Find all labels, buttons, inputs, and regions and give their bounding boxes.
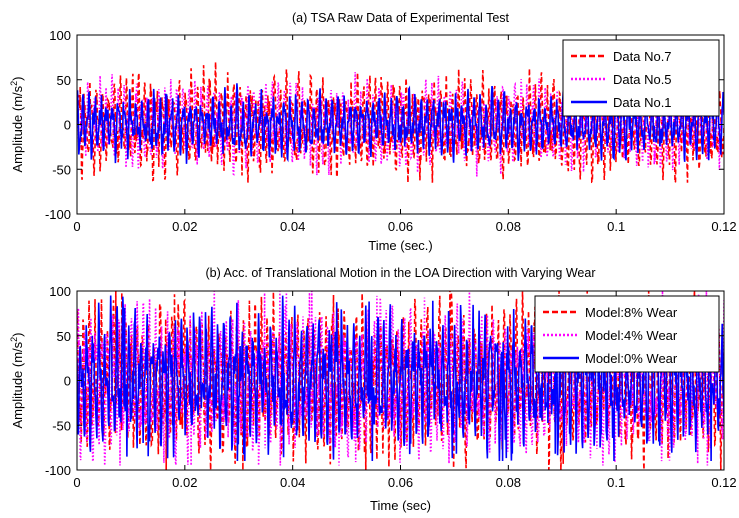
y-tick-label: 50 [57,73,71,88]
x-tick-label: 0.04 [280,219,305,234]
x-tick-label: 0.1 [607,475,625,490]
chart-title: (a) TSA Raw Data of Experimental Test [292,11,510,25]
x-tick-label: 0.02 [172,219,197,234]
x-tick-label: 0 [73,219,80,234]
y-tick-label: 100 [49,28,71,43]
chart-title: (b) Acc. of Translational Motion in the … [206,266,596,280]
y-axis-label-sup: 2 [9,337,19,342]
y-axis-label-main: Amplitude (m/s [10,341,25,428]
x-tick-label: 0.08 [496,219,521,234]
series-line-1 [77,291,724,466]
panel-1: 0 0.02 0.04 0.06 0.08 0.1 0.12 -100 -50 0 50 100 (b)… [9,266,737,513]
y-tick-label: 50 [57,329,71,344]
y-tick-label: -50 [52,162,71,177]
legend-label: Model:4% Wear [585,328,678,343]
legend-label: Data No.5 [613,72,672,87]
series-line-2 [77,295,724,462]
y-axis-label: Amplitude (m/s2) [9,332,25,428]
y-axis-label-main: Amplitude (m/s [10,85,25,172]
y-tick-label: -100 [45,463,71,478]
x-tick-label: 0.04 [280,475,305,490]
y-tick-label: -100 [45,207,71,222]
x-axis-label: Time (sec) [370,498,431,513]
y-tick-label: -50 [52,418,71,433]
series-group [77,291,724,470]
x-tick-label: 0.06 [388,219,413,234]
x-tick-label: 0.08 [496,475,521,490]
legend: Model:8% Wear Model:4% Wear Model:0% Wear [534,295,720,373]
x-tick-label: 0.02 [172,475,197,490]
y-tick-label: 0 [64,374,71,389]
panel-0: 0 0.02 0.04 0.06 0.08 0.1 0.12 -100 -50 0 50 100 (a)… [9,11,737,253]
legend: Data No.7 Data No.5 Data No.1 [562,39,720,117]
series-line-0 [77,61,724,186]
y-axis-label-sup: 2 [9,81,19,86]
legend-box [534,295,720,373]
y-axis-label-end: ) [10,332,25,336]
y-axis-label: Amplitude (m/s2) [9,76,25,172]
y-tick-label: 0 [64,118,71,133]
legend-label: Data No.1 [613,95,672,110]
x-tick-label: 0.1 [607,219,625,234]
x-tick-label: 0.06 [388,475,413,490]
legend-label: Data No.7 [613,49,672,64]
x-tick-label: 0.12 [711,219,736,234]
y-tick-label: 100 [49,284,71,299]
y-axis-label-end: ) [10,76,25,80]
x-tick-label: 0.12 [711,475,736,490]
legend-label: Model:8% Wear [585,305,678,320]
legend-label: Model:0% Wear [585,351,678,366]
x-tick-label: 0 [73,475,80,490]
x-axis-label: Time (sec.) [368,238,433,253]
